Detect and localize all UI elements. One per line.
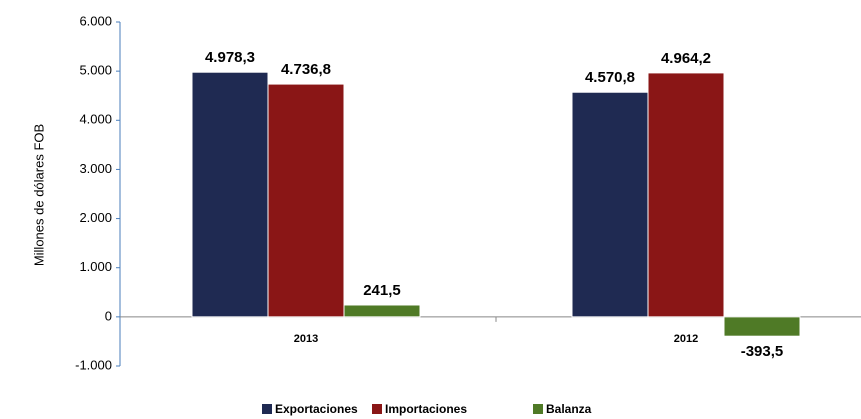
y-tick-label: 0 (105, 308, 112, 323)
legend-label: Importaciones (385, 402, 467, 416)
y-tick-label: 1.000 (79, 259, 112, 274)
y-axis-title: Millones de dólares FOB (31, 124, 46, 266)
y-tick-label: 2.000 (79, 210, 112, 225)
bar (723, 316, 801, 337)
data-label: 4.570,8 (585, 69, 635, 86)
legend-swatch (372, 404, 382, 414)
data-label: 241,5 (363, 282, 401, 299)
bar (267, 83, 345, 318)
y-tick-label: -1.000 (75, 357, 112, 372)
data-label: 4.978,3 (205, 49, 255, 66)
legend-label: Exportaciones (275, 402, 358, 416)
x-tick-label: 2012 (674, 333, 698, 345)
legend-label: Balanza (546, 402, 592, 416)
data-label: 4.736,8 (281, 61, 331, 78)
data-label: 4.964,2 (661, 50, 711, 67)
y-tick-label: 5.000 (79, 63, 112, 78)
y-tick-label: 3.000 (79, 161, 112, 176)
y-tick-label: 4.000 (79, 112, 112, 127)
x-tick-label: 2013 (294, 333, 318, 345)
legend-swatch (262, 404, 272, 414)
bar (571, 91, 649, 318)
data-label: -393,5 (741, 343, 784, 360)
bar (647, 72, 725, 318)
legend-swatch (533, 404, 543, 414)
y-tick-label: 6.000 (79, 13, 112, 28)
bar (191, 71, 269, 318)
bar (343, 304, 421, 318)
